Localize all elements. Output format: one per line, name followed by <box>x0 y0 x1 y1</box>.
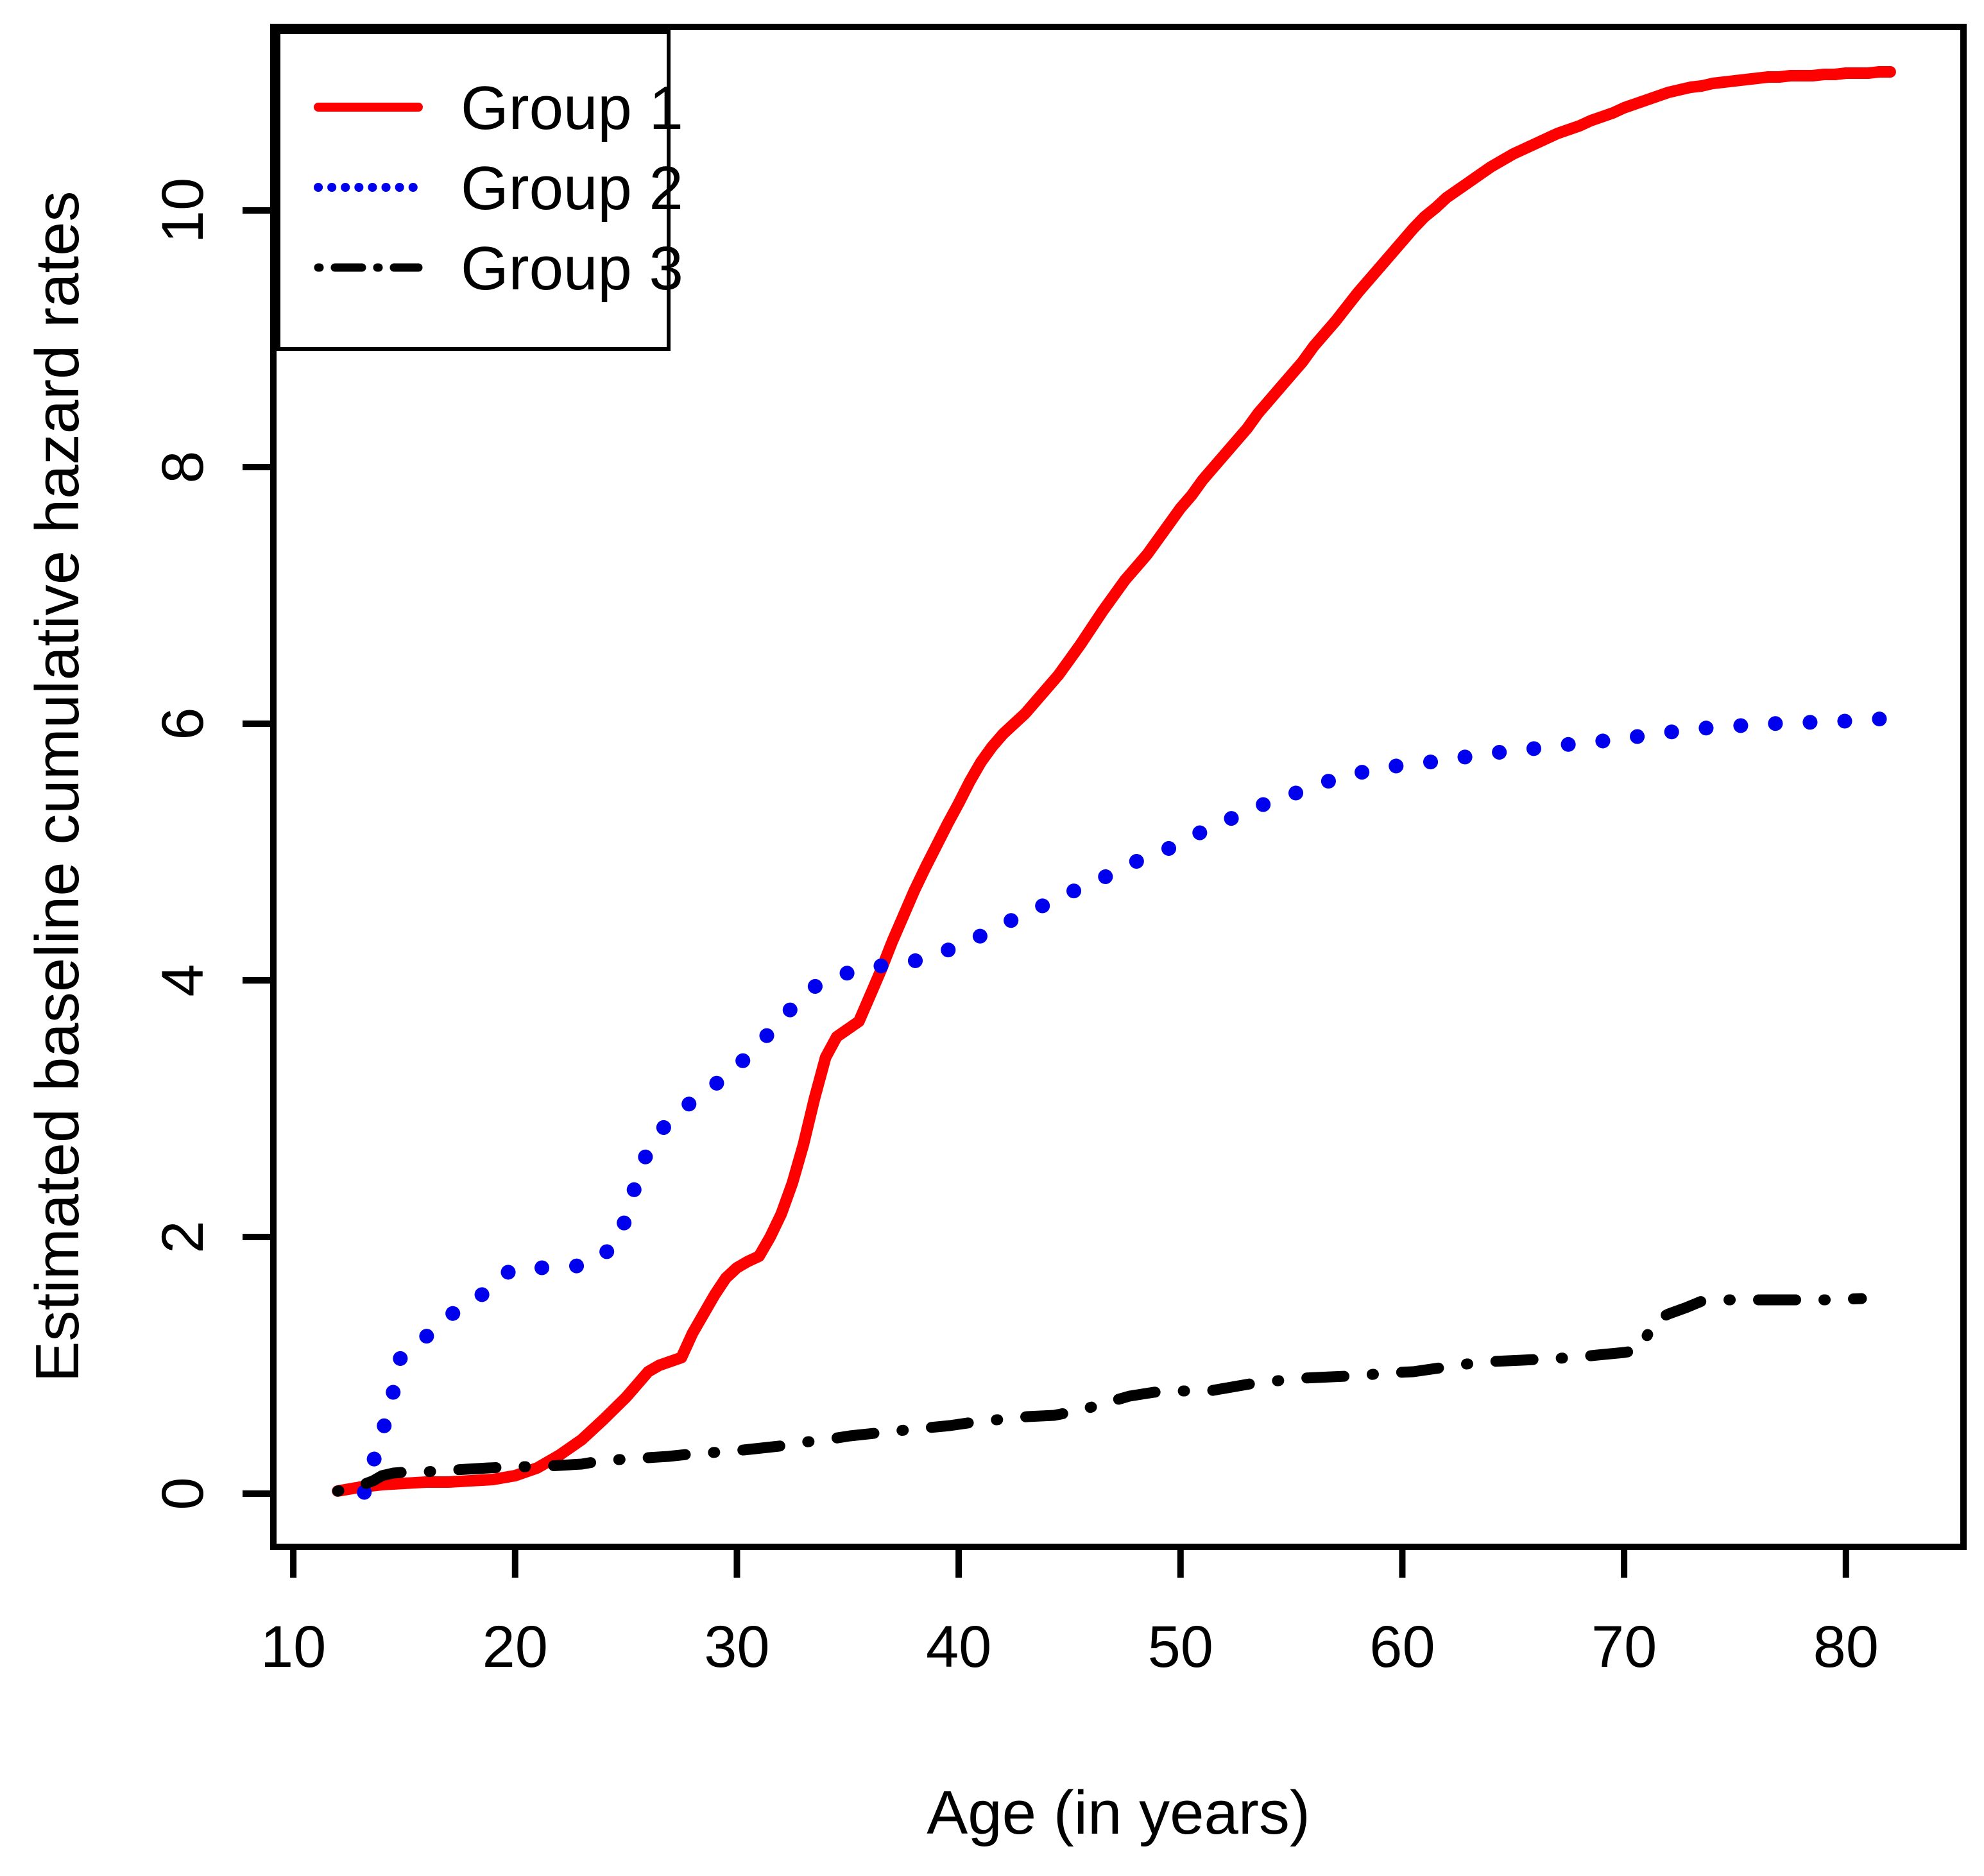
x-tick-label: 70 <box>1591 1614 1657 1680</box>
series-group-3 <box>332 1293 1867 1497</box>
x-tick-label: 40 <box>926 1614 991 1680</box>
y-tick-label: 4 <box>150 964 216 996</box>
x-tick-label: 50 <box>1148 1614 1213 1680</box>
y-tick-label: 0 <box>150 1477 216 1510</box>
series-group-2 <box>357 711 1894 1500</box>
y-axis-title: Estimated baseline cumulative hazard rat… <box>23 191 92 1383</box>
x-axis: 10 20 30 40 50 60 70 80 <box>261 1547 1879 1680</box>
plot-border <box>270 24 1967 1550</box>
series-group-1 <box>332 66 1896 1497</box>
y-tick-label: 8 <box>150 450 216 483</box>
legend-label-group2: Group 2 <box>461 154 683 223</box>
series-group <box>332 66 1896 1500</box>
x-tick-label: 60 <box>1369 1614 1435 1680</box>
x-tick-label: 20 <box>483 1614 548 1680</box>
legend-label-group1: Group 1 <box>461 74 683 142</box>
y-tick-label: 10 <box>150 178 216 243</box>
y-tick-label: 2 <box>150 1220 216 1253</box>
legend: Group 1 Group 2 Group 3 <box>277 30 683 351</box>
x-tick-label: 10 <box>261 1614 326 1680</box>
y-tick-label: 6 <box>150 707 216 740</box>
x-tick-label: 80 <box>1813 1614 1879 1680</box>
legend-label-group3: Group 3 <box>461 234 683 303</box>
y-axis: 0 2 4 6 8 10 <box>150 178 273 1510</box>
x-axis-title: Age (in years) <box>927 1778 1310 1847</box>
x-tick-label: 30 <box>704 1614 769 1680</box>
